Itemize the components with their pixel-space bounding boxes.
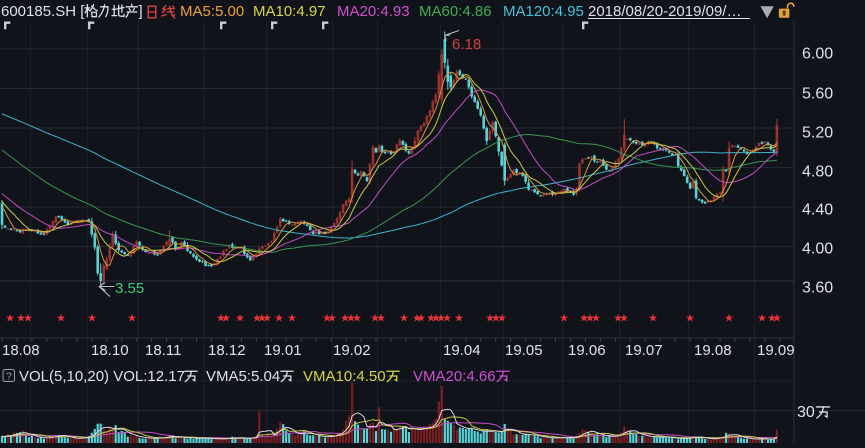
svg-text:VOL(5,10,20) VOL:12.17: VOL(5,10,20) VOL:12.17 — [19, 368, 185, 385]
svg-text:600185.SH [: 600185.SH [ — [1, 3, 85, 20]
svg-text:MA5:5.00: MA5:5.00 — [180, 3, 244, 20]
svg-text:19.01: 19.01 — [264, 342, 302, 359]
svg-text:19.08: 19.08 — [694, 342, 732, 359]
svg-text:MA120:4.95: MA120:4.95 — [503, 3, 584, 20]
svg-text:18.11: 18.11 — [145, 342, 181, 359]
svg-text:5.20: 5.20 — [802, 125, 833, 142]
svg-text:6.18: 6.18 — [452, 36, 481, 53]
svg-text:VMA20:4.66: VMA20:4.66 — [413, 368, 496, 385]
svg-text:4.80: 4.80 — [802, 164, 833, 181]
svg-text:3.60: 3.60 — [802, 280, 833, 297]
svg-text:?: ? — [6, 371, 12, 383]
svg-text:19.07: 19.07 — [625, 342, 663, 359]
svg-text:19.02: 19.02 — [333, 342, 371, 359]
svg-text:5.60: 5.60 — [802, 86, 833, 103]
svg-text:19.09: 19.09 — [757, 342, 795, 359]
svg-text:19.04: 19.04 — [443, 342, 481, 359]
svg-text:3.55: 3.55 — [115, 280, 144, 297]
svg-text:VMA5:5.04: VMA5:5.04 — [206, 368, 280, 385]
svg-text:MA10:4.97: MA10:4.97 — [253, 3, 326, 20]
svg-text:VMA10:4.50: VMA10:4.50 — [303, 368, 386, 385]
svg-text:19.05: 19.05 — [505, 342, 543, 359]
svg-text:18.12: 18.12 — [208, 342, 246, 359]
svg-text:18.10: 18.10 — [91, 342, 129, 359]
svg-text:2018/08/20-2019/09/…: 2018/08/20-2019/09/… — [588, 3, 741, 20]
svg-text:]: ] — [139, 3, 143, 20]
svg-text:4.00: 4.00 — [802, 241, 833, 258]
svg-text:6.00: 6.00 — [802, 46, 833, 63]
svg-text:18.08: 18.08 — [2, 342, 40, 359]
svg-text:MA20:4.93: MA20:4.93 — [337, 3, 410, 20]
svg-text:30: 30 — [797, 404, 815, 421]
svg-text:19.06: 19.06 — [568, 342, 606, 359]
svg-text:MA60:4.86: MA60:4.86 — [419, 3, 492, 20]
svg-text:4.40: 4.40 — [802, 202, 833, 219]
